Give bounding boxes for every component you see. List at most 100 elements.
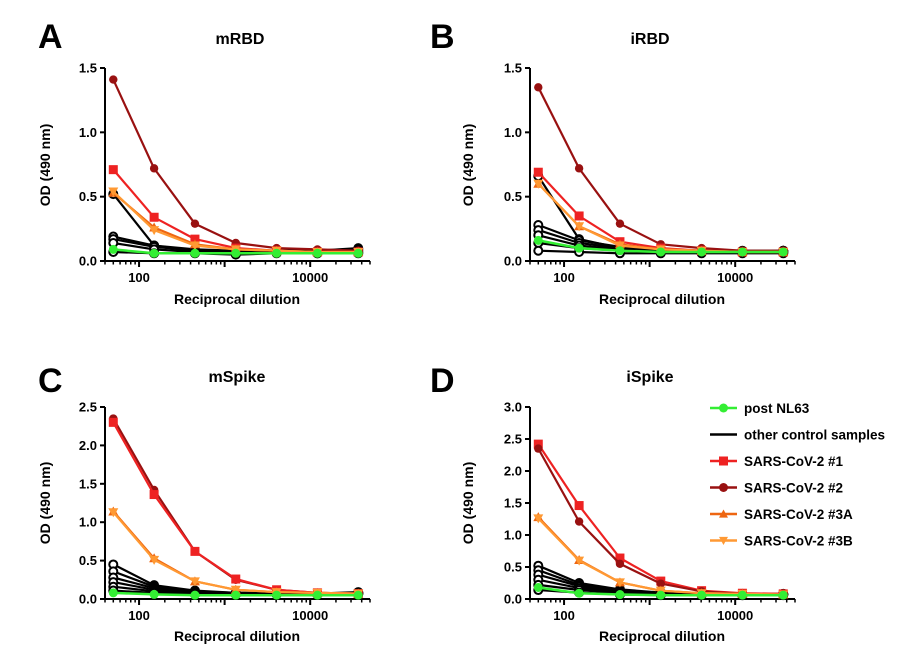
data-point: [534, 444, 543, 453]
legend-label: SARS-CoV-2 #1: [744, 454, 844, 469]
series-sars-cov-2-1: [108, 417, 363, 599]
legend-label: SARS-CoV-2 #3B: [744, 534, 853, 549]
panel-title: iRBD: [630, 31, 669, 48]
data-point: [656, 247, 666, 257]
x-tick-label: 10000: [717, 608, 753, 623]
data-point: [697, 247, 707, 257]
data-point: [574, 243, 584, 253]
series-line: [112, 417, 359, 595]
data-point: [108, 187, 119, 197]
data-point: [108, 417, 118, 427]
legend: post NL63 other control samples SARS-CoV-2…: [710, 401, 885, 549]
x-tick-label: 100: [128, 608, 150, 623]
series-sars-cov-2-3b: [108, 187, 364, 257]
legend-item: SARS-CoV-2 #1: [710, 454, 844, 469]
data-point: [149, 490, 159, 500]
data-point: [231, 574, 241, 584]
legend-item: SARS-CoV-2 #3B: [710, 534, 853, 549]
data-point: [574, 501, 584, 511]
data-point: [353, 590, 363, 600]
data-point: [190, 219, 200, 228]
y-tick-label: 2.0: [504, 464, 522, 479]
y-tick-label: 0.0: [504, 254, 522, 269]
y-tick-label: 2.5: [79, 400, 97, 415]
data-point: [231, 248, 241, 258]
y-tick-label: 0.0: [79, 254, 97, 269]
data-point: [533, 235, 543, 245]
data-point: [108, 165, 118, 175]
data-point: [189, 241, 200, 251]
data-point: [108, 588, 118, 598]
data-point: [231, 590, 241, 600]
series-line: [112, 421, 359, 595]
data-point: [574, 222, 585, 232]
x-axis-label: Reciprocal dilution: [174, 628, 300, 644]
data-point: [574, 164, 584, 173]
data-point: [778, 247, 788, 257]
legend-label: SARS-CoV-2 #3A: [744, 507, 853, 522]
y-axis-label: OD (490 nm): [37, 462, 53, 544]
x-axis-label: Reciprocal dilution: [599, 291, 725, 307]
y-tick-label: 0.0: [79, 592, 97, 607]
panel-title: iSpike: [626, 369, 673, 386]
legend-label: other control samples: [744, 428, 885, 443]
data-point: [272, 590, 282, 600]
y-tick-label: 0.5: [79, 189, 97, 204]
y-tick-label: 1.5: [79, 61, 97, 76]
panel-letter: C: [38, 362, 63, 400]
data-point: [615, 559, 625, 568]
data-point: [615, 553, 625, 563]
data-point: [614, 241, 625, 251]
data-point: [615, 246, 625, 256]
data-point: [656, 579, 665, 588]
legend-marker: [719, 536, 728, 545]
panel-title: mSpike: [209, 369, 266, 386]
data-point: [574, 211, 584, 221]
data-point: [574, 588, 584, 598]
series-post-nl63: [108, 588, 363, 600]
data-point: [574, 556, 585, 566]
y-tick-label: 0.0: [504, 592, 522, 607]
data-point: [533, 582, 543, 592]
y-tick-label: 1.5: [504, 496, 522, 511]
y-tick-label: 3.0: [504, 400, 522, 415]
y-axis-label: OD (490 nm): [460, 462, 476, 544]
x-axis-label: Reciprocal dilution: [599, 628, 725, 644]
x-tick-label: 10000: [292, 608, 328, 623]
data-point: [149, 589, 159, 599]
data-point: [534, 83, 543, 92]
legend-label: post NL63: [744, 401, 810, 416]
legend-marker: [719, 456, 728, 466]
panel-letter: A: [38, 18, 63, 56]
y-tick-label: 0.5: [79, 553, 97, 568]
series-post-nl63: [108, 244, 363, 258]
x-tick-label: 10000: [292, 270, 328, 285]
x-tick-label: 100: [553, 608, 575, 623]
legend-label: SARS-CoV-2 #2: [744, 481, 843, 496]
data-point: [108, 244, 118, 254]
y-tick-label: 1.0: [79, 515, 97, 530]
panel-letter: D: [430, 362, 455, 400]
data-point: [189, 577, 200, 587]
y-tick-label: 1.5: [504, 61, 522, 76]
data-point: [272, 248, 282, 258]
legend-marker: [719, 483, 728, 492]
data-point: [149, 248, 159, 258]
data-point: [697, 590, 707, 600]
data-point: [230, 585, 241, 595]
panel-letter: B: [430, 18, 455, 56]
legend-item: SARS-CoV-2 #2: [710, 481, 843, 496]
data-point: [190, 234, 200, 244]
y-axis-label: OD (490 nm): [37, 124, 53, 206]
data-point: [533, 245, 544, 256]
series-post-nl63: [533, 582, 788, 600]
data-point: [533, 179, 544, 189]
data-point: [656, 590, 666, 600]
data-point: [574, 517, 584, 526]
x-tick-label: 100: [128, 270, 150, 285]
data-point: [533, 514, 544, 524]
data-point: [109, 75, 118, 84]
y-tick-label: 2.0: [79, 438, 97, 453]
